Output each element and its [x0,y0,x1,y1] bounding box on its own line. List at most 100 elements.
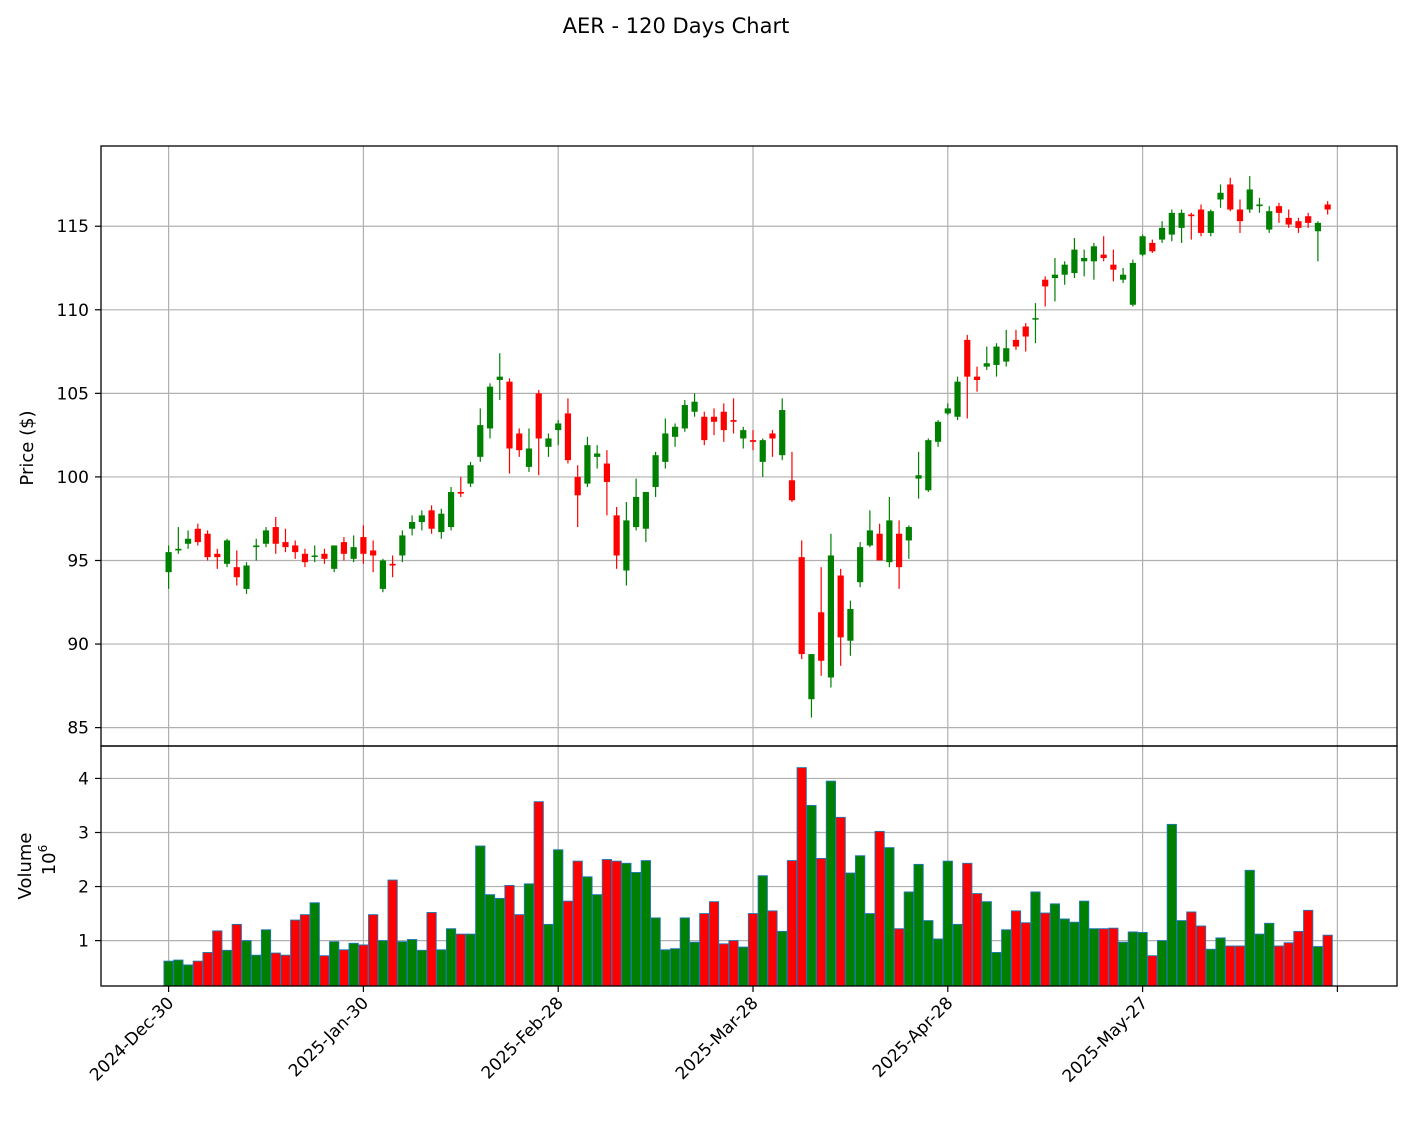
volume-bar [1049,903,1061,987]
volume-bar [1137,932,1148,987]
candle-body [1158,227,1166,240]
volume-bar [182,964,194,987]
volume-bar [1234,945,1246,987]
candle-body [1022,326,1029,337]
volume-bar [553,849,564,987]
candle-body [652,455,659,487]
volume-bar [1098,928,1109,987]
volume-bar [377,940,388,987]
volume-bar [1166,823,1177,987]
candle-body [1042,279,1049,287]
candle-body [671,426,679,437]
volume-bar [816,857,827,987]
candle-body [691,401,698,412]
candle-body [1217,192,1224,200]
candle-body [1236,209,1244,222]
volume-bar [280,954,291,987]
volume-bar [562,900,574,987]
candle-body [457,491,464,494]
candle-body [983,363,990,367]
candle-body [399,535,406,556]
volume-bar [338,949,350,987]
candle-body [535,393,542,439]
candle-body [204,533,211,558]
volume-bar [455,933,466,987]
volume-bar [348,942,359,987]
volume-bar [1010,910,1022,987]
volume-bar [231,923,242,987]
volume-bar [475,845,486,987]
candle-body [301,553,309,563]
candle-body [214,553,221,558]
volume-bar [329,941,340,987]
candle-body [1129,262,1136,305]
volume-bars [163,767,1333,987]
candle-body [1266,211,1273,230]
candle-body [486,386,494,429]
candle-body [1314,222,1322,232]
volume-bar [757,875,768,987]
volume-bar [1147,955,1158,987]
volume-bar [533,801,544,987]
volume-bar [1225,945,1236,987]
candle-body [370,550,377,556]
volume-bar [319,955,330,987]
candle-body [1256,204,1263,207]
volume-bar [1312,946,1324,987]
candle-body [1110,264,1117,270]
volume-bar [689,941,700,987]
volume-bar [971,893,983,987]
candle-body [623,520,630,571]
candle-body [525,448,533,467]
volume-bar [270,952,281,987]
chart-title: AER - 120 Days Chart [563,14,790,38]
candle-body [477,425,484,457]
candle-body [1081,257,1088,262]
volume-panel-frame [100,745,1398,987]
candle-body [964,339,971,377]
volume-bar [251,954,262,987]
volume-bar [426,912,437,987]
candle-body [857,547,864,583]
volume-bar [543,923,554,987]
candle-body [1090,246,1097,262]
volume-bar [1195,925,1207,987]
volume-bar [504,885,515,987]
price-tick-label: 115 [57,217,89,237]
volume-bar [358,944,369,987]
volume-bar [601,859,613,987]
candle-body [1324,204,1331,210]
volume-bar [465,933,476,987]
volume-bar [1186,911,1197,987]
volume-bar [221,949,233,987]
volume-bar [1156,940,1168,987]
candle-body [642,491,649,529]
volume-bar [192,960,203,987]
candle-body [292,545,299,553]
candle-body [516,433,523,451]
volume-bar [1322,934,1333,987]
volume-bar [699,913,710,987]
volume-bar [747,913,759,987]
volume-tick-label: 4 [78,769,89,789]
candle-body [1178,212,1185,228]
candle-body [681,405,688,429]
candle-body [311,555,318,557]
volume-scale-exponent: 6 [36,845,50,853]
volume-bar [825,780,837,987]
volume-bar [1079,900,1090,987]
volume-bar [932,938,944,987]
candle-body [808,654,815,700]
candle-body [730,420,737,422]
candle-body [379,560,386,589]
price-tick-label: 110 [57,301,89,321]
volume-bar [767,910,778,987]
date-tick-label: 2025-May-27 [1059,993,1152,1086]
date-tick-label: 2025-Feb-28 [478,993,568,1083]
candle-body [886,520,893,563]
volume-bar [855,855,866,987]
candle-body [934,421,942,442]
volume-bar [884,847,895,987]
volume-bar [387,879,398,987]
